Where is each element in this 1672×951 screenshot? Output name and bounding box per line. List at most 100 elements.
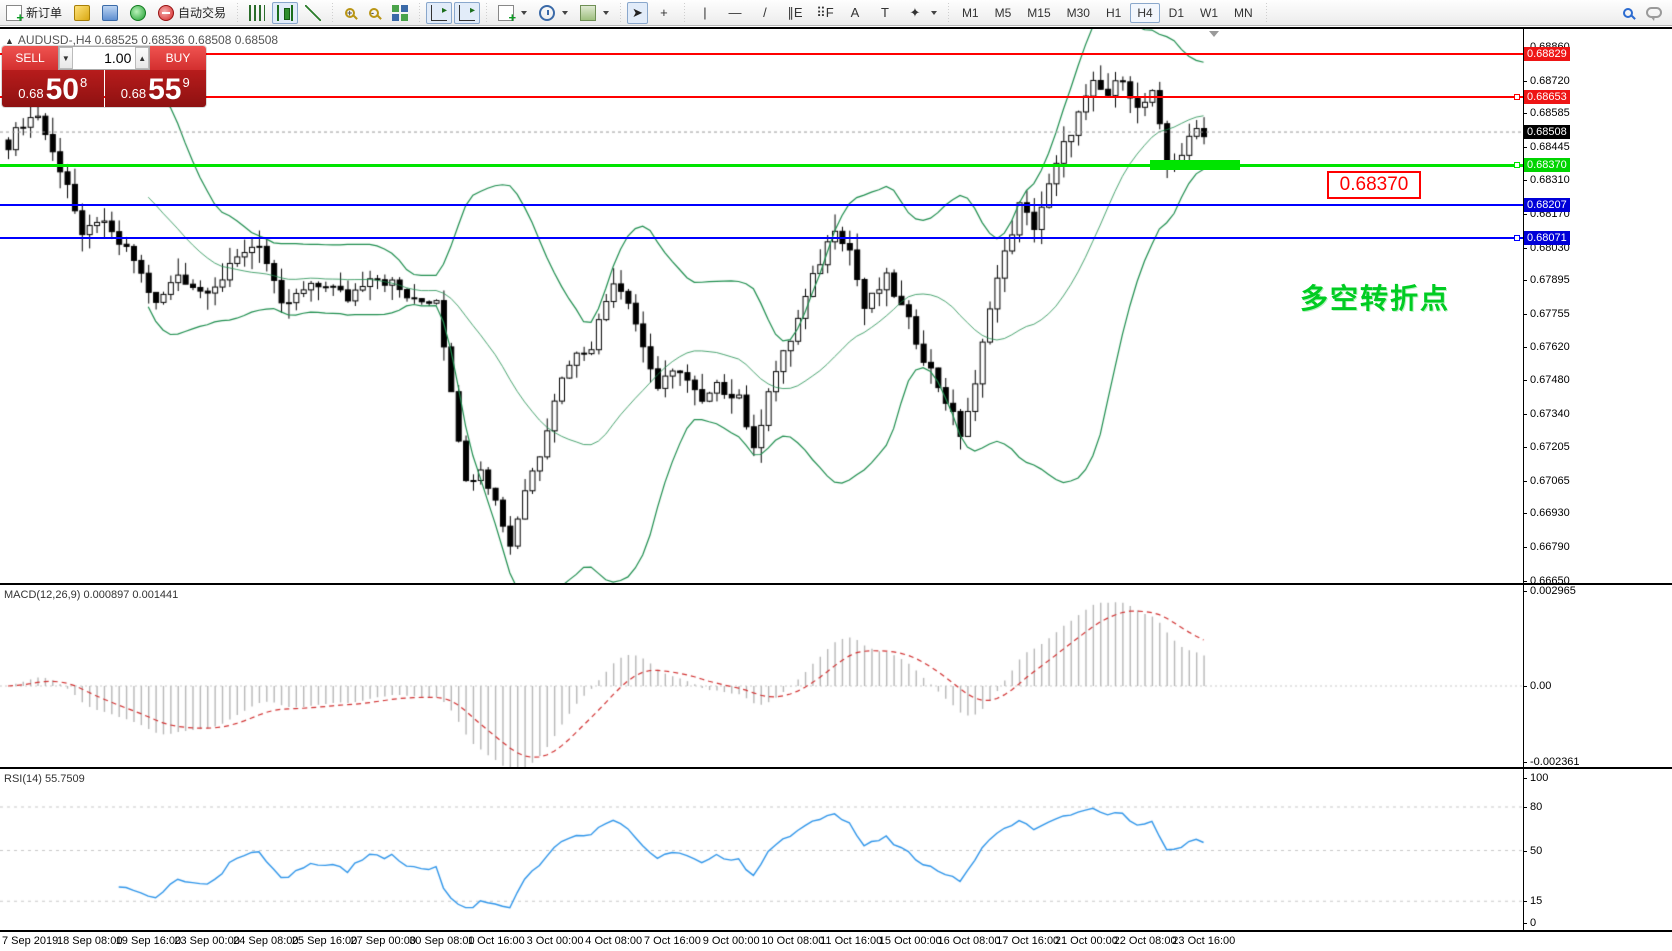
macd-chart-canvas[interactable]	[0, 585, 1523, 767]
search-icon[interactable]	[1623, 7, 1633, 18]
horizontal-line-0.68207[interactable]	[0, 203, 1523, 206]
collapse-triangle-icon[interactable]: ▲	[5, 36, 14, 46]
bar-chart-button[interactable]	[244, 2, 270, 24]
autotrade-button[interactable]: 自动交易	[153, 2, 231, 24]
zoom-in-button[interactable]: +	[339, 2, 361, 24]
hline-handle[interactable]	[1514, 94, 1520, 101]
profiles-button[interactable]	[97, 2, 123, 24]
sell-button[interactable]: SELL	[2, 46, 58, 70]
text-icon: A	[850, 5, 860, 20]
signals-button[interactable]	[125, 2, 151, 24]
timeframe-m1-button[interactable]: M1	[961, 5, 979, 20]
rsi-axis-label: 50	[1522, 844, 1543, 857]
time-tick-label: 27 Sep 00:00	[350, 935, 416, 947]
price-callout-label[interactable]: 0.68370	[1327, 171, 1421, 199]
time-tick-label: 25 Sep 16:00	[291, 935, 358, 947]
time-tick-label: 3 Oct 00:00	[526, 935, 584, 947]
hline-handle[interactable]	[1514, 162, 1520, 169]
price-chart-canvas[interactable]	[0, 29, 1523, 583]
candlestick-chart-icon	[277, 4, 294, 21]
chart-shift-button[interactable]	[454, 1, 481, 24]
rsi-axis-label: 100	[1522, 772, 1549, 784]
rsi-axis-label: 0	[1522, 917, 1537, 929]
vertical-line-button[interactable]: |	[691, 2, 719, 24]
macd-axis-label: 0.00	[1522, 680, 1552, 692]
fibonacci-button[interactable]: ⠿F	[811, 2, 839, 24]
toolbar-separator	[945, 2, 951, 23]
candlestick-chart-button[interactable]	[272, 1, 299, 24]
time-tick-label: 1 Oct 16:00	[467, 935, 525, 947]
hline-handle[interactable]	[1514, 234, 1520, 241]
timeframe-m15-button[interactable]: M15	[1027, 5, 1051, 20]
horizontal-line-0.68829[interactable]	[0, 53, 1523, 56]
price-tick-label: 0.66930	[1523, 507, 1570, 520]
cursor-button[interactable]: ➤	[627, 1, 648, 24]
quotes-icon	[74, 4, 91, 21]
toolbar-separator	[484, 2, 490, 23]
volume-input[interactable]	[72, 47, 136, 69]
templates-button[interactable]	[575, 2, 614, 24]
support-zone-highlight[interactable]	[1150, 160, 1240, 171]
time-tick-label: 22 Oct 08:00	[1113, 935, 1177, 947]
price-tick-label: 0.66790	[1523, 541, 1570, 554]
horizontal-line-button[interactable]: —	[721, 2, 749, 24]
price-tick-label: 0.68585	[1523, 107, 1570, 120]
volume-increase-button[interactable]: ▲	[135, 47, 149, 69]
time-tick-label: 23 Oct 16:00	[1172, 935, 1236, 947]
new-order-icon	[6, 4, 24, 25]
timeframe-mn-button[interactable]: MN	[1234, 5, 1253, 20]
timeframe-w1-button[interactable]: W1	[1200, 5, 1218, 20]
time-axis[interactable]: 7 Sep 2019 18 Sep 08:00 19 Sep 16:00 23 Sep…	[0, 932, 1672, 951]
price-axis-badge-0.68508: 0.68508	[1524, 125, 1570, 140]
buy-price-display[interactable]: 0.68 55 9	[104, 70, 206, 107]
price-tick-label: 0.68445	[1523, 141, 1570, 154]
horizontal-line-0.68071[interactable]	[0, 236, 1523, 239]
indicators-button[interactable]	[493, 2, 532, 25]
text-label-button[interactable]: T	[871, 2, 899, 24]
timeframe-d1-button[interactable]: D1	[1168, 5, 1184, 20]
autotrade-label: 自动交易	[178, 6, 227, 20]
toolbar-separator	[681, 2, 687, 23]
chart-window: ▲ AUDUSD-,H4 0.68525 0.68536 0.68508 0.68…	[0, 27, 1672, 951]
timeframe-m5-button[interactable]: M5	[994, 5, 1012, 20]
timeframe-h4-button[interactable]: H4	[1130, 2, 1160, 23]
timeframe-h1-button[interactable]: H1	[1105, 5, 1122, 20]
trendline-button[interactable]: /	[751, 2, 779, 24]
price-axis-badge-0.68370: 0.68370	[1524, 158, 1570, 173]
line-chart-button[interactable]	[300, 2, 326, 24]
chat-icon[interactable]	[1646, 7, 1662, 21]
equidistant-channel-button[interactable]: ∥E	[781, 2, 809, 24]
horizontal-line-0.6837[interactable]	[0, 163, 1523, 167]
quotes-button[interactable]	[69, 2, 95, 24]
tile-windows-button[interactable]	[387, 2, 413, 24]
zoom-out-button[interactable]: -	[363, 2, 385, 24]
auto-scroll-button[interactable]	[426, 1, 453, 24]
price-tick-label: 0.67480	[1523, 374, 1570, 387]
horizontal-line-0.68653[interactable]	[0, 96, 1523, 99]
price-axis-badge-0.68071: 0.68071	[1524, 230, 1570, 245]
timeframe-m30-button[interactable]: M30	[1066, 5, 1090, 20]
macd-title: MACD(12,26,9) 0.000897 0.001441	[4, 589, 179, 601]
price-axis-divider[interactable]	[1523, 29, 1524, 932]
time-tick-label: 11 Oct 16:00	[820, 935, 883, 947]
sell-price-display[interactable]: 0.68 50 8	[2, 70, 104, 107]
macd-axis-label: 0.002965	[1523, 584, 1576, 597]
text-button[interactable]: A	[841, 2, 869, 24]
rsi-panel-divider[interactable]	[0, 767, 1672, 769]
tile-windows-icon	[392, 4, 409, 21]
new-order-label: 新订单	[26, 6, 63, 20]
rsi-chart-canvas[interactable]	[0, 769, 1523, 930]
profiles-icon	[102, 4, 119, 21]
chevron-down-icon	[930, 10, 937, 15]
cn-annotation-text[interactable]: 多空转折点	[1300, 283, 1451, 314]
price-tick-label: 0.67755	[1523, 308, 1570, 320]
new-order-button[interactable]: 新订单	[1, 2, 67, 25]
periods-button[interactable]	[534, 2, 573, 24]
buy-button[interactable]: BUY	[150, 46, 206, 70]
arrows-button[interactable]: ✦	[901, 2, 942, 24]
macd-panel-divider[interactable]	[0, 583, 1672, 585]
volume-decrease-button[interactable]: ▼	[59, 47, 73, 69]
autotrade-icon	[158, 4, 175, 21]
crosshair-button[interactable]: +	[650, 2, 678, 24]
chart-shift-marker-icon[interactable]	[1209, 31, 1219, 37]
